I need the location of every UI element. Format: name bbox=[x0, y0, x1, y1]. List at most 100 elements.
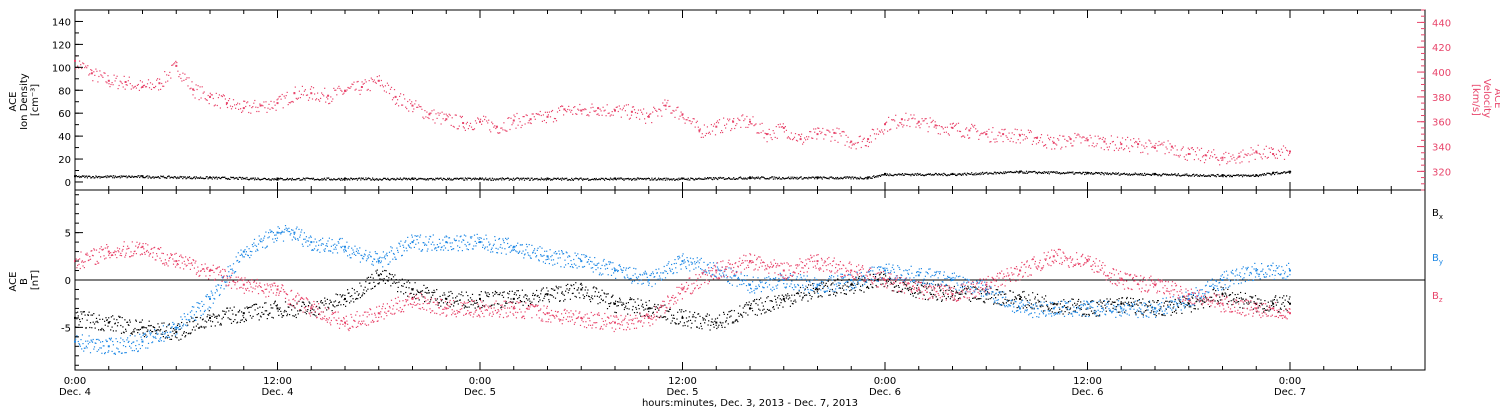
series-bx-sample bbox=[452, 297, 454, 299]
series-bx-sample bbox=[788, 295, 790, 297]
velocity-series-sample bbox=[350, 86, 352, 88]
velocity-series-sample bbox=[603, 110, 605, 112]
density-series-sample bbox=[344, 179, 346, 181]
velocity-series-sample bbox=[357, 80, 359, 83]
velocity-series-sample bbox=[359, 93, 361, 95]
series-bx-sample bbox=[401, 278, 403, 280]
velocity-series-sample bbox=[635, 116, 638, 119]
velocity-series-sample bbox=[185, 78, 187, 80]
series-bx-sample bbox=[674, 322, 676, 324]
series-bx-sample bbox=[403, 283, 405, 285]
series-bx-sample bbox=[292, 315, 294, 317]
velocity-series-sample bbox=[493, 126, 495, 128]
series-bx-sample bbox=[469, 297, 472, 299]
density-series-sample bbox=[135, 176, 137, 178]
density-series-sample bbox=[541, 178, 543, 180]
series-bx-sample bbox=[142, 332, 144, 334]
series-bx-sample bbox=[449, 306, 451, 308]
series-bx-sample bbox=[488, 296, 490, 298]
series-by-sample bbox=[218, 294, 220, 297]
velocity-series-sample bbox=[784, 126, 786, 128]
series-bx-sample bbox=[318, 306, 320, 308]
series-bx-sample bbox=[770, 300, 773, 302]
density-series-sample bbox=[1031, 171, 1033, 173]
series-by-sample bbox=[269, 229, 271, 231]
density-series-sample bbox=[383, 177, 385, 179]
velocity-series-sample bbox=[232, 99, 235, 101]
series-bx-sample bbox=[667, 310, 669, 312]
velocity-series-sample bbox=[374, 81, 376, 83]
density-series-sample bbox=[575, 177, 577, 179]
velocity-series-sample bbox=[842, 130, 844, 133]
series-bx-sample bbox=[239, 321, 241, 323]
velocity-series-sample bbox=[1161, 142, 1163, 144]
velocity-series-sample bbox=[642, 113, 644, 115]
velocity-series-sample bbox=[459, 115, 461, 117]
velocity-series-point bbox=[1238, 155, 1241, 158]
velocity-series-sample bbox=[1027, 129, 1029, 131]
series-bx-sample bbox=[353, 289, 355, 291]
density-series-sample bbox=[539, 179, 542, 181]
velocity-series-sample bbox=[803, 141, 805, 143]
density-series-sample bbox=[382, 178, 384, 180]
series-bx-sample bbox=[166, 337, 168, 339]
velocity-series-point bbox=[158, 82, 161, 85]
series-bx-sample bbox=[993, 303, 995, 305]
series-bx-sample bbox=[948, 289, 950, 291]
series-bx-sample bbox=[658, 309, 660, 311]
density-series-sample bbox=[311, 177, 313, 179]
series-bx-sample bbox=[325, 303, 327, 305]
series-bx-sample bbox=[203, 326, 205, 328]
velocity-series-sample bbox=[77, 65, 79, 67]
series-by-point bbox=[377, 260, 380, 263]
series-by-sample bbox=[166, 336, 168, 338]
density-series-sample bbox=[851, 176, 853, 178]
velocity-series-sample bbox=[234, 104, 236, 106]
density-series-sample bbox=[338, 177, 340, 179]
series-by-sample bbox=[262, 246, 264, 248]
series-bx-sample bbox=[520, 300, 522, 303]
series-bx-sample bbox=[799, 286, 802, 289]
series-by-sample bbox=[159, 338, 161, 340]
series-bx-sample bbox=[439, 295, 441, 298]
velocity-series-sample bbox=[488, 119, 490, 121]
velocity-series-sample bbox=[217, 97, 219, 99]
density-series-sample bbox=[501, 177, 504, 179]
density-series-sample bbox=[1122, 173, 1124, 175]
velocity-series-sample bbox=[1277, 149, 1280, 151]
series-bx-sample bbox=[810, 284, 812, 286]
density-series-sample bbox=[1176, 175, 1178, 177]
series-bx-sample bbox=[830, 284, 832, 286]
velocity-series-sample bbox=[884, 129, 886, 131]
density-series-sample bbox=[1059, 173, 1061, 175]
density-series-sample bbox=[217, 177, 219, 179]
series-by-sample bbox=[198, 307, 200, 309]
series-bx-sample bbox=[1023, 290, 1025, 293]
velocity-series-sample bbox=[1002, 141, 1004, 143]
density-series-sample bbox=[456, 177, 458, 179]
density-series-sample bbox=[1171, 174, 1174, 176]
density-series-sample bbox=[590, 179, 592, 181]
series-bx-sample bbox=[665, 319, 667, 321]
series-by-sample bbox=[199, 310, 202, 312]
velocity-series-sample bbox=[741, 115, 743, 117]
series-bx-sample bbox=[77, 311, 79, 313]
velocity-series-sample bbox=[358, 89, 360, 91]
density-series-sample bbox=[1028, 170, 1030, 173]
density-series-sample bbox=[531, 177, 533, 179]
velocity-series-sample bbox=[1000, 135, 1002, 137]
series-bx-sample bbox=[228, 318, 231, 320]
series-by-point bbox=[782, 279, 785, 281]
velocity-series-sample bbox=[871, 128, 873, 130]
series-by-sample bbox=[306, 240, 308, 242]
velocity-series-sample bbox=[299, 97, 301, 99]
velocity-series-sample bbox=[451, 117, 453, 119]
velocity-series-sample bbox=[124, 88, 126, 90]
density-series-sample bbox=[200, 177, 202, 179]
series-bx-sample bbox=[423, 284, 425, 286]
density-series-sample bbox=[182, 178, 184, 180]
density-series-sample bbox=[993, 173, 995, 175]
velocity-series-sample bbox=[772, 130, 774, 132]
series-bx-sample bbox=[363, 289, 365, 291]
velocity-series-sample bbox=[1182, 146, 1184, 148]
